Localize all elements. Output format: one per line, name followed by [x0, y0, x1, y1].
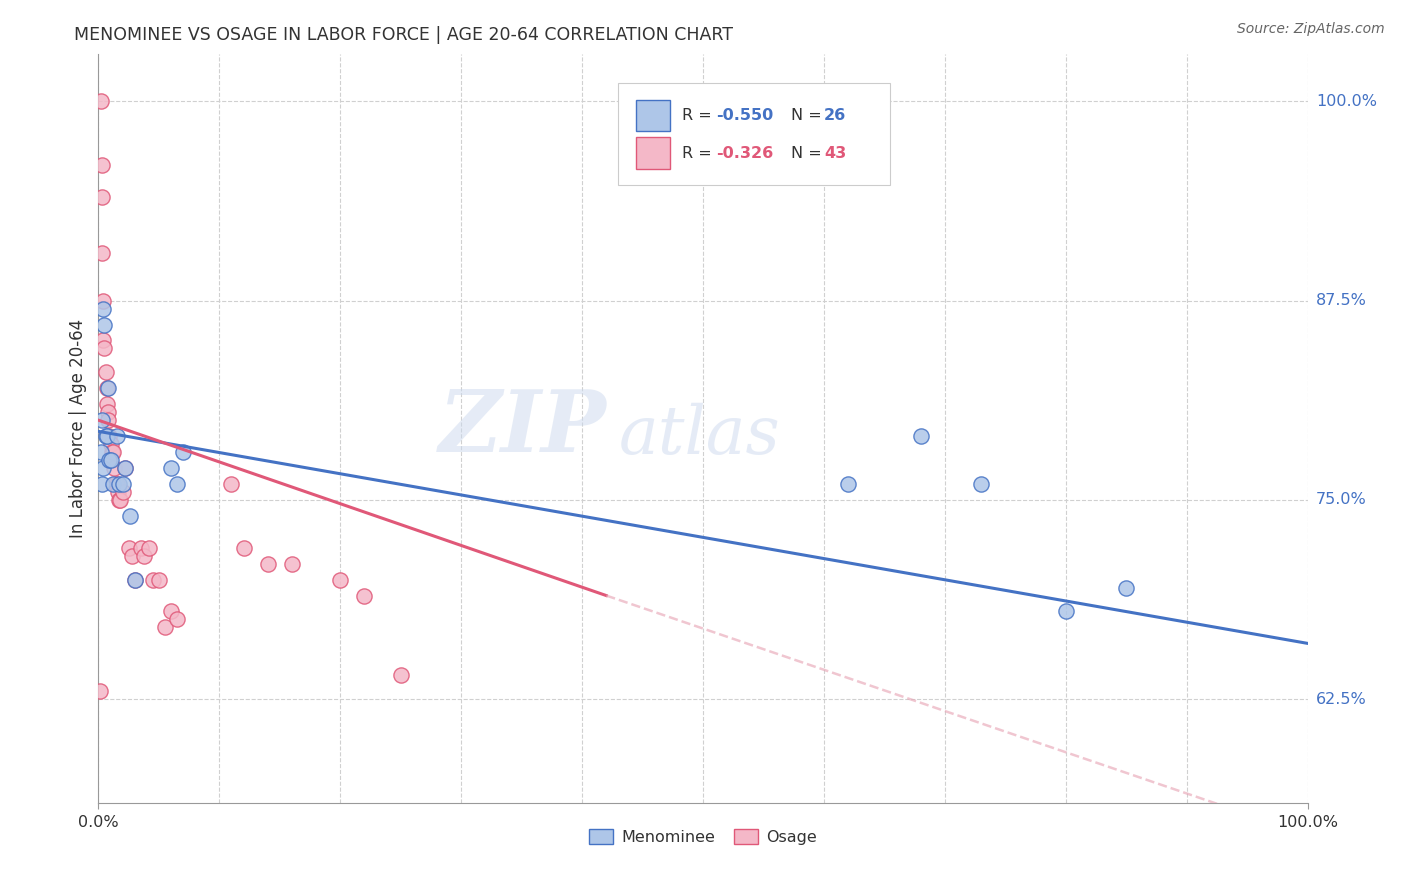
Point [91, 461, 114, 475]
Point [91, 158, 114, 172]
Point [91, 190, 114, 204]
Point [108, 477, 131, 491]
Point [129, 541, 152, 555]
Point [108, 492, 131, 507]
Point [89, 684, 111, 698]
Point [98, 453, 121, 467]
Point [91, 301, 114, 316]
Text: -0.326: -0.326 [716, 145, 773, 161]
Point [172, 445, 194, 459]
Text: N =: N = [792, 145, 827, 161]
Point [114, 461, 136, 475]
Text: R =: R = [682, 108, 717, 123]
Point [134, 549, 156, 563]
Point [166, 612, 188, 626]
Text: 87.5%: 87.5% [1316, 293, 1367, 308]
Point [1054, 605, 1077, 619]
Point [105, 429, 128, 443]
Text: 26: 26 [824, 108, 846, 123]
Point [837, 477, 859, 491]
Point [142, 573, 165, 587]
Text: 62.5%: 62.5% [1316, 691, 1367, 706]
Point [166, 477, 188, 491]
Text: ZIP: ZIP [439, 386, 606, 470]
Text: R =: R = [682, 145, 717, 161]
Point [105, 477, 128, 491]
Point [97, 381, 120, 395]
Point [389, 668, 412, 682]
Text: 100.0%: 100.0% [1316, 94, 1376, 109]
Point [91, 477, 114, 491]
Y-axis label: In Labor Force | Age 20-64: In Labor Force | Age 20-64 [69, 318, 87, 538]
Point [91, 334, 114, 348]
Point [107, 484, 129, 499]
Point [96, 429, 118, 443]
Point [101, 445, 124, 459]
Point [1115, 581, 1137, 595]
Point [104, 477, 127, 491]
Point [121, 549, 143, 563]
Legend: Menominee, Osage: Menominee, Osage [582, 822, 824, 851]
Text: Source: ZipAtlas.com: Source: ZipAtlas.com [1237, 22, 1385, 37]
Point [148, 573, 170, 587]
Point [91, 293, 114, 308]
Point [94, 429, 117, 443]
Text: -0.550: -0.550 [716, 108, 773, 123]
Point [98, 429, 121, 443]
Text: N =: N = [792, 108, 827, 123]
Point [153, 620, 176, 634]
Point [91, 245, 114, 260]
Point [118, 541, 141, 555]
Point [103, 461, 125, 475]
Point [90, 445, 112, 459]
Point [138, 541, 160, 555]
Point [96, 381, 118, 395]
Point [101, 477, 124, 491]
Point [96, 397, 118, 411]
Point [114, 461, 136, 475]
Text: 75.0%: 75.0% [1316, 492, 1367, 508]
Point [232, 541, 254, 555]
Text: atlas: atlas [619, 403, 780, 468]
Point [100, 453, 122, 467]
Point [100, 445, 122, 459]
Point [111, 484, 134, 499]
Point [970, 477, 993, 491]
FancyBboxPatch shape [637, 100, 671, 131]
Point [94, 365, 117, 379]
FancyBboxPatch shape [637, 137, 671, 169]
Point [90, 95, 112, 109]
Point [221, 477, 243, 491]
Point [910, 429, 932, 443]
Point [91, 413, 114, 427]
Point [124, 573, 146, 587]
Point [124, 573, 146, 587]
Point [93, 318, 115, 332]
Point [281, 557, 304, 571]
Text: MENOMINEE VS OSAGE IN LABOR FORCE | AGE 20-64 CORRELATION CHART: MENOMINEE VS OSAGE IN LABOR FORCE | AGE … [75, 26, 734, 44]
Point [160, 605, 183, 619]
Point [329, 573, 352, 587]
Point [256, 557, 278, 571]
Point [353, 589, 375, 603]
Point [108, 492, 131, 507]
FancyBboxPatch shape [619, 84, 890, 185]
Point [93, 342, 115, 356]
Point [97, 413, 120, 427]
Point [118, 508, 141, 523]
Text: 43: 43 [824, 145, 846, 161]
Point [111, 477, 134, 491]
Point [97, 405, 120, 419]
Point [100, 437, 122, 451]
Point [160, 461, 183, 475]
